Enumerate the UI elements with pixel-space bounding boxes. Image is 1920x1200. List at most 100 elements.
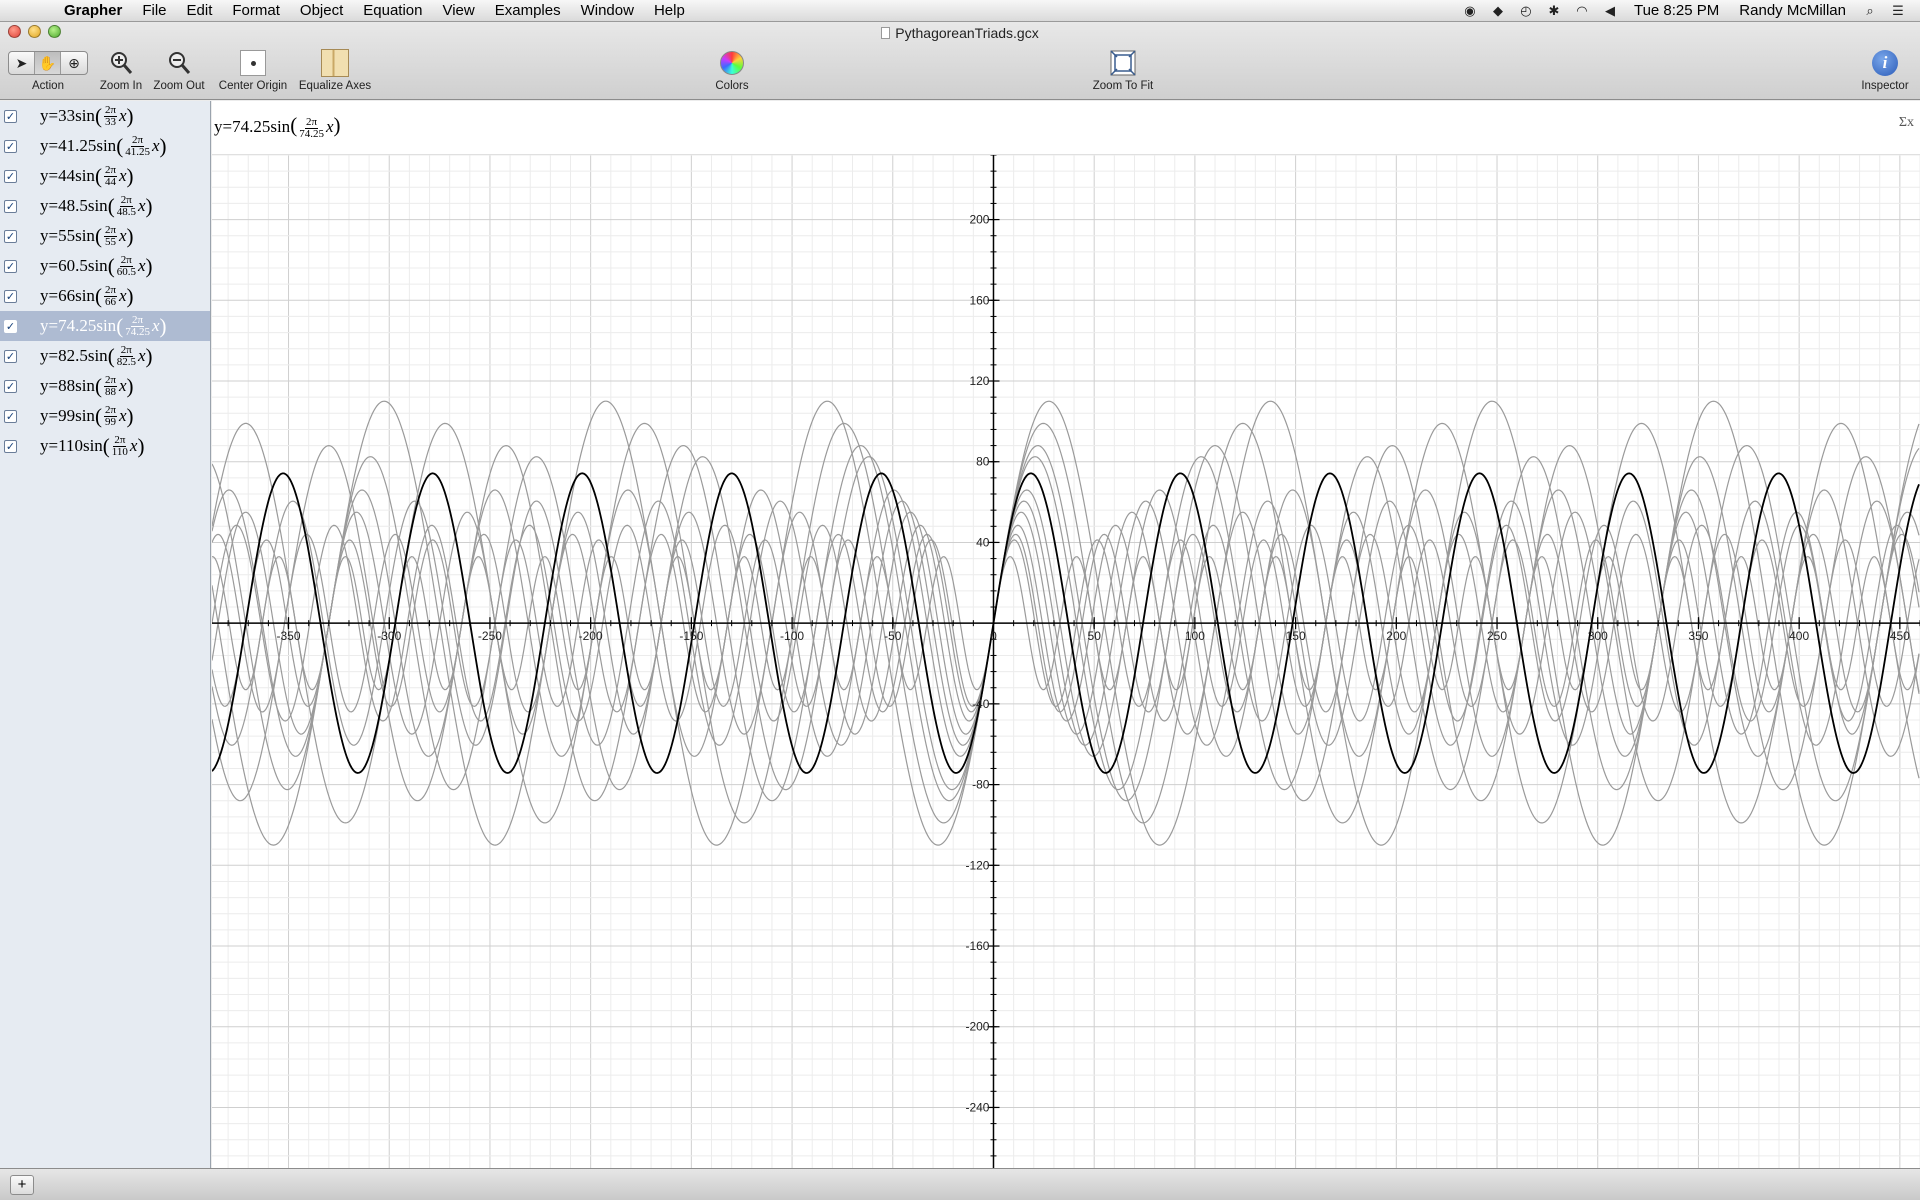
center-origin-label: Center Origin [218, 80, 288, 92]
equation-fraction: 2π 82.5 [116, 344, 136, 368]
menu-window[interactable]: Window [580, 1, 634, 19]
zoom-to-fit-button[interactable]: Zoom To Fit [1088, 48, 1158, 92]
equation-visible-checkbox[interactable]: ✓ [4, 289, 17, 303]
equation-prefix: y=110sin [40, 436, 103, 455]
colors-button[interactable]: Colors [710, 48, 754, 92]
equation-row[interactable]: ✓ y=41.25sin(2π 41.25 x) [0, 131, 210, 161]
equation-row[interactable]: ✓ y=74.25sin(2π 74.25 x) [0, 311, 210, 341]
zoom-in-label: Zoom In [99, 80, 143, 92]
menu-edit[interactable]: Edit [186, 1, 213, 19]
equation-visible-checkbox[interactable]: ✓ [4, 379, 17, 393]
creative-cloud-icon[interactable]: ◉ [1464, 2, 1476, 18]
y-tick-label: 120 [969, 374, 989, 388]
hand-icon[interactable]: ✋ [35, 52, 61, 74]
equation-editor[interactable]: y=74.25sin(2π 74.25 x) Σx [212, 101, 1920, 155]
paren-open: ( [102, 433, 110, 458]
menu-view[interactable]: View [442, 1, 475, 19]
x-tick-label: 0 [990, 629, 997, 643]
menu-app-name[interactable]: Grapher [64, 1, 123, 19]
pointer-icon[interactable]: ➤ [9, 52, 35, 74]
equation-prefix: y=44sin [40, 166, 95, 185]
equation-visible-checkbox[interactable]: ✓ [4, 169, 17, 183]
equation-row[interactable]: ✓ y=33sin(2π 33 x) [0, 101, 210, 131]
volume-icon[interactable]: ◀ [1604, 2, 1615, 18]
zoom-out-label: Zoom Out [153, 80, 205, 92]
equation-row[interactable]: ✓ y=66sin(2π 66 x) [0, 281, 210, 311]
time-machine-icon[interactable]: ◴ [1520, 2, 1532, 18]
magnifier-icon[interactable]: ⊕ [68, 54, 80, 71]
equation-variable: x [119, 166, 127, 185]
equation-visible-checkbox[interactable]: ✓ [4, 139, 17, 153]
equation-visible-checkbox[interactable]: ✓ [4, 199, 17, 213]
paren-open: ( [107, 253, 115, 278]
equation-visible-checkbox[interactable]: ✓ [4, 259, 17, 273]
equation-numerator: 2π [103, 163, 117, 177]
equation-variable: x [137, 196, 146, 215]
x-tick-label: -200 [579, 629, 603, 643]
equation-visible-checkbox[interactable]: ✓ [4, 109, 17, 123]
equation-fraction: 2π 60.5 [117, 254, 136, 278]
equation-row[interactable]: ✓ y=60.5sin(2π 60.5 x) [0, 251, 210, 281]
inspector-button[interactable]: i Inspector [1856, 48, 1914, 92]
y-tick-label: -160 [965, 939, 989, 953]
menu-file[interactable]: File [142, 1, 167, 19]
paren-open: ( [107, 193, 115, 218]
zoom-in-button[interactable]: Zoom In [97, 48, 145, 92]
equation-visible-checkbox[interactable]: ✓ [4, 349, 17, 363]
menu-object[interactable]: Object [299, 1, 344, 19]
equation-prefix: y=55sin [40, 226, 95, 245]
menu-equation[interactable]: Equation [363, 1, 423, 19]
zoom-out-button[interactable]: Zoom Out [152, 48, 206, 92]
equation-prefix: y=99sin [40, 406, 95, 425]
equalize-axes-button[interactable]: Equalize Axes [298, 48, 372, 92]
equation-row[interactable]: ✓ y=82.5sin(2π 82.5 x) [0, 341, 210, 371]
equation-visible-checkbox[interactable]: ✓ [4, 409, 17, 423]
colors-label: Colors [715, 80, 749, 92]
paren-close: ) [126, 163, 134, 188]
notification-center-icon[interactable]: ☰ [1892, 2, 1904, 18]
equation-row[interactable]: ✓ y=88sin(2π 88 x) [0, 371, 210, 401]
equation-denominator: 82.5 [116, 355, 136, 368]
wifi-icon[interactable]: ◠ [1576, 2, 1588, 18]
paren-open: ( [94, 103, 102, 128]
action-tool-group: ➤ ✋ ⊕ Action [8, 48, 88, 92]
equation-row[interactable]: ✓ y=99sin(2π 99 x) [0, 401, 210, 431]
equation-visible-checkbox[interactable]: ✓ [4, 229, 17, 243]
user-name[interactable]: Randy McMillan [1739, 2, 1846, 19]
close-button[interactable] [8, 25, 21, 38]
equation-denominator: 44 [104, 175, 116, 188]
center-origin-button[interactable]: Center Origin [216, 48, 290, 92]
action-label: Action [32, 80, 64, 92]
equation-row[interactable]: ✓ y=44sin(2π 44 x) [0, 161, 210, 191]
equation-row[interactable]: ✓ y=48.5sin(2π 48.5 x) [0, 191, 210, 221]
bluetooth-icon[interactable]: ✱ [1548, 2, 1560, 18]
graph-canvas[interactable]: -350 -300 -250 -200 -150 -100 -50 0 50 100 150 200 2… [212, 155, 1920, 1168]
equation-denominator: 33 [104, 115, 116, 128]
equation-variable: x [151, 136, 160, 155]
clock[interactable]: Tue 8:25 PM [1633, 2, 1720, 19]
minimize-button[interactable] [28, 25, 41, 38]
x-tick-label: -300 [377, 629, 401, 643]
paren-close: ) [137, 433, 145, 458]
equation-row[interactable]: ✓ y=55sin(2π 55 x) [0, 221, 210, 251]
info-icon: i [1872, 50, 1898, 76]
zoom-button[interactable] [48, 25, 61, 38]
y-tick-label: -200 [965, 1020, 989, 1034]
add-equation-button[interactable]: + [10, 1175, 34, 1195]
menu-examples[interactable]: Examples [494, 1, 561, 19]
spotlight-icon[interactable]: ⌕ [1866, 2, 1874, 18]
menu-format[interactable]: Format [232, 1, 280, 19]
equation-palette-button[interactable]: Σx [1898, 115, 1914, 130]
equation-numerator: 2π [103, 373, 117, 387]
equation-visible-checkbox[interactable]: ✓ [4, 319, 17, 333]
x-tick-label: -150 [679, 629, 703, 643]
paren-close: ) [159, 313, 167, 338]
editor-numerator: 2π [305, 115, 319, 129]
equation-denominator: 41.25 [125, 145, 150, 158]
menu-help[interactable]: Help [653, 1, 685, 19]
equation-fraction: 2π 110 [112, 434, 128, 458]
equation-visible-checkbox[interactable]: ✓ [4, 439, 17, 453]
dropbox-icon[interactable]: ◆ [1492, 2, 1503, 18]
equation-numerator: 2π [103, 403, 117, 417]
equation-row[interactable]: ✓ y=110sin(2π 110 x) [0, 431, 210, 461]
